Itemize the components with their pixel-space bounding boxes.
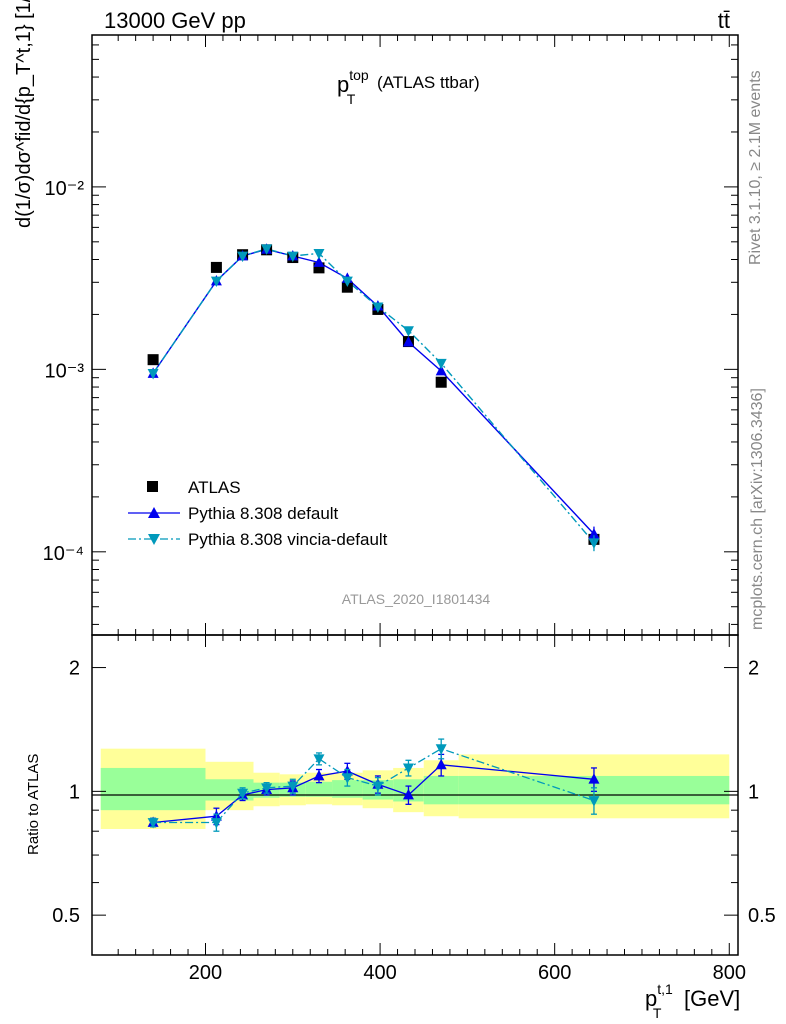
ratio-vincia-point	[261, 783, 273, 794]
default-data-point	[435, 364, 447, 376]
ratio-default-point	[402, 788, 414, 800]
ratio-vincia-point	[402, 763, 414, 775]
rivet-label: Rivet 3.1.10, ≥ 2.1M events	[747, 70, 764, 265]
ratio-y-tick-label-right: 1	[748, 781, 759, 803]
mcplots-label: mcplots.cern.ch [arXiv:1306.3436]	[749, 388, 766, 630]
ratio-vincia-point	[237, 788, 249, 800]
ratio-y-tick-label-right: 0.5	[748, 905, 776, 927]
ratio-vincia-point	[372, 781, 384, 793]
x-axis-label: pt,1 T	[645, 981, 673, 1021]
legend-atlas-marker	[147, 481, 158, 492]
main-y-tick-label: 10⁻³	[45, 360, 85, 382]
main-axes: 10⁻⁴ 10⁻³ 10⁻²	[43, 35, 738, 635]
main-y-tick-label: 10⁻⁴	[43, 543, 84, 565]
atlas-data-point	[341, 281, 353, 293]
legend-vincia-label: Pythia 8.308 vincia-default	[188, 530, 388, 549]
ratio-data-marks	[147, 738, 600, 832]
x-tick-label: 200	[189, 962, 222, 984]
atlas-data-point	[210, 261, 222, 273]
x-tick-label: 800	[713, 962, 746, 984]
ratio-vincia-point	[210, 818, 222, 829]
vincia-data-point	[237, 251, 249, 263]
ratio-vincia-point	[287, 781, 299, 793]
main-panel: 10⁻⁴ 10⁻³ 10⁻² ptop T (ATLAS ttbar) d(1/σ)d…	[13, 0, 739, 636]
main-title-rest: (ATLAS ttbar)	[377, 73, 480, 92]
atlas-data-point	[435, 376, 447, 388]
main-title: ptop T	[337, 67, 369, 107]
legend-atlas-label: ATLAS	[188, 478, 241, 497]
vincia-series-line	[152, 248, 595, 544]
main-y-tick-label: 10⁻²	[45, 178, 85, 200]
vincia-data-point	[313, 249, 325, 260]
ratio-vincia-point	[147, 818, 159, 829]
ratio-vincia-point	[313, 754, 325, 765]
ratio-vincia-point	[435, 744, 447, 755]
main-y-axis-label: d(1/σ)dσ^fid/d{p_T^t,1} [1/GeV]	[13, 0, 35, 228]
ratio-default-point	[313, 769, 325, 781]
legend-default-marker	[148, 507, 160, 518]
inner-uncertainty-band	[100, 767, 206, 811]
vincia-data-point	[210, 276, 222, 288]
x-tick-label: 600	[538, 962, 571, 984]
x-tick-label: 400	[363, 962, 396, 984]
ratio-default-point	[435, 758, 447, 770]
vincia-data-point	[402, 326, 414, 337]
inner-uncertainty-band	[332, 780, 363, 798]
legend-vincia-marker	[148, 534, 160, 545]
vincia-data-point	[261, 244, 273, 255]
vincia-data-point	[287, 251, 299, 263]
x-axis-label-rest: [GeV]	[684, 986, 740, 1011]
ratio-default-point	[588, 773, 600, 784]
default-data-point	[402, 336, 414, 347]
atlas-data-point	[147, 354, 159, 366]
vincia-data-point	[147, 369, 159, 380]
default-data-point	[313, 256, 325, 267]
ratio-axes: 200 400 600 800 0.5 0.5 1 1 2 2	[52, 635, 776, 984]
legend-default-label: Pythia 8.308 default	[188, 504, 339, 523]
legend: ATLAS Pythia 8.308 default Pythia 8.308 …	[128, 478, 388, 549]
ratio-y-tick-label-left: 0.5	[52, 905, 80, 927]
ratio-vincia-point	[588, 796, 600, 807]
atlas-data-point	[313, 262, 325, 274]
ratio-y-tick-label-left: 1	[69, 781, 80, 803]
vincia-data-point	[372, 302, 384, 313]
ratio-vincia-point	[341, 773, 353, 784]
ratio-y-tick-label-right: 2	[748, 658, 759, 680]
ratio-y-axis-label: Ratio to ATLAS	[25, 754, 42, 855]
ratio-frame	[91, 634, 739, 956]
vincia-data-point	[341, 276, 353, 288]
energy-label: 13000 GeV pp	[104, 8, 246, 33]
ratio-panel: 200 400 600 800 0.5 0.5 1 1 2 2 Ratio to ATLAS pt…	[25, 634, 776, 1021]
vincia-data-point	[435, 358, 447, 370]
ratio-y-tick-label-left: 2	[69, 658, 80, 680]
process-label: tt̄	[718, 8, 730, 33]
main-data-marks	[147, 243, 600, 552]
inner-uncertainty-band	[423, 775, 459, 805]
analysis-watermark: ATLAS_2020_I1801434	[342, 591, 491, 607]
inner-uncertainty-band	[305, 781, 333, 797]
ratio-vincia-line	[153, 747, 595, 824]
